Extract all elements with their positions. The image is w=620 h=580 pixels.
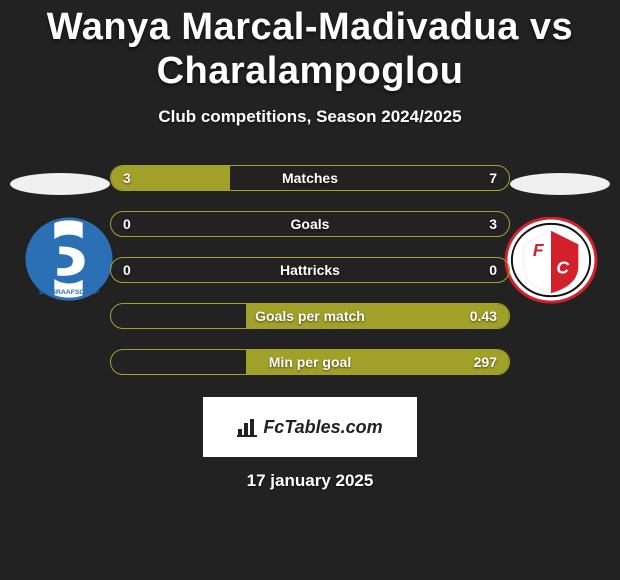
club-badge-right: F C xyxy=(502,217,600,305)
stat-value-right: 3 xyxy=(489,212,497,236)
stat-row: Hattricks0 0 xyxy=(110,257,510,283)
stat-row: Min per goal297 xyxy=(110,349,510,375)
stat-rows: Matches37Goals03Hattricks00Goals per mat… xyxy=(110,165,510,375)
stat-value-right: 7 xyxy=(489,166,497,190)
stat-fill-right xyxy=(246,304,509,328)
stat-row: Matches37 xyxy=(110,165,510,191)
svg-text:F: F xyxy=(533,240,545,260)
de-graafschap-icon: DE GRAAFSCHAP xyxy=(20,217,118,305)
comparison-title: Wanya Marcal-Madivadua vs Charalampoglou xyxy=(0,0,620,93)
subtitle: Club competitions, Season 2024/2025 xyxy=(0,107,620,127)
bar-chart-icon xyxy=(237,417,259,437)
player-name-left-placeholder xyxy=(10,173,110,195)
svg-text:C: C xyxy=(556,258,569,278)
fc-utrecht-icon: F C xyxy=(502,217,600,305)
fctables-logo-box: FcTables.com xyxy=(203,397,417,457)
club-badge-left: DE GRAAFSCHAP xyxy=(20,217,118,305)
player-name-right-placeholder xyxy=(510,173,610,195)
stats-area: DE GRAAFSCHAP F C Matches37Goals03Hattri… xyxy=(0,165,620,375)
svg-text:DE GRAAFSCHAP: DE GRAAFSCHAP xyxy=(39,290,99,297)
title-line-2: Charalampoglou xyxy=(157,50,464,92)
stat-row: Goals per match0.43 xyxy=(110,303,510,329)
stat-row: Goals0 3 xyxy=(110,211,510,237)
stat-fill-left xyxy=(111,166,230,190)
fctables-logo-text: FcTables.com xyxy=(263,417,382,438)
stat-label: Goals xyxy=(111,212,509,236)
stat-value-left: 0 xyxy=(123,258,131,282)
stat-fill-right xyxy=(246,350,509,374)
stat-value-right: 0 xyxy=(489,258,497,282)
stat-value-left: 0 xyxy=(123,212,131,236)
stat-label: Hattricks xyxy=(111,258,509,282)
title-line-1: Wanya Marcal-Madivadua vs xyxy=(47,6,573,48)
date-line: 17 january 2025 xyxy=(0,471,620,491)
